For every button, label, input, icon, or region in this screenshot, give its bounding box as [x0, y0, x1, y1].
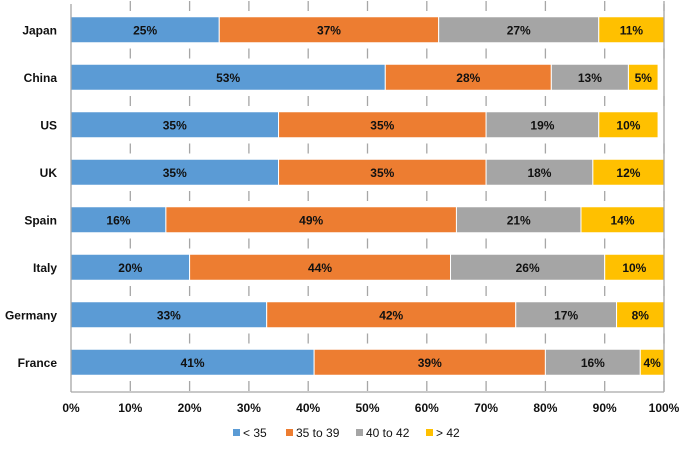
bar-segment — [266, 301, 517, 329]
category-label: US — [40, 118, 57, 132]
bar-segment — [580, 206, 665, 234]
bars — [70, 16, 665, 376]
data-label: 4% — [643, 356, 661, 370]
bar-segment — [485, 111, 600, 139]
data-label: 35% — [163, 166, 187, 180]
legend-swatch — [426, 429, 433, 436]
bar-segment — [438, 16, 600, 44]
data-label: 33% — [157, 308, 181, 322]
legend-label: < 35 — [243, 426, 267, 440]
legend-swatch — [233, 429, 240, 436]
data-label: 17% — [554, 308, 578, 322]
bar-segment — [604, 253, 665, 281]
bar-segment — [598, 16, 665, 44]
legend-label: > 42 — [436, 426, 460, 440]
bar-segment — [627, 63, 659, 91]
labels: 25% 37% 27% 11% Japan 53% 28% 13% 5% China 35% 35% 1… — [5, 23, 680, 415]
bar-segment — [455, 206, 582, 234]
data-label: 10% — [616, 118, 640, 132]
bar-segment — [70, 158, 280, 186]
x-tick-label: 10% — [118, 401, 142, 415]
data-label: 35% — [370, 166, 394, 180]
category-label: UK — [40, 166, 58, 180]
x-tick-label: 40% — [296, 401, 320, 415]
category-label: Italy — [33, 261, 57, 275]
bar-segment — [189, 253, 452, 281]
legend-label: 40 to 42 — [366, 426, 410, 440]
bar-segment — [70, 206, 167, 234]
bar-segment — [384, 63, 552, 91]
bar-segment — [165, 206, 457, 234]
data-label: 12% — [616, 166, 640, 180]
data-label: 8% — [632, 308, 650, 322]
data-label: 37% — [317, 23, 341, 37]
category-label: Spain — [24, 213, 57, 227]
data-label: 28% — [456, 71, 480, 85]
bar-segment — [598, 111, 659, 139]
data-label: 19% — [530, 118, 554, 132]
bar-segment — [278, 158, 487, 186]
bar-segment — [313, 348, 546, 376]
category-label: Germany — [5, 308, 57, 322]
category-label: Japan — [22, 23, 57, 37]
data-label: 11% — [620, 23, 644, 37]
data-label: 27% — [507, 23, 531, 37]
x-tick-label: 30% — [237, 401, 261, 415]
x-tick-label: 90% — [593, 401, 617, 415]
data-label: 20% — [118, 261, 142, 275]
legend-swatch — [286, 429, 293, 436]
data-label: 5% — [635, 71, 653, 85]
bar-segment — [218, 16, 440, 44]
legend: < 35 35 to 39 40 to 42 > 42 — [233, 426, 460, 440]
data-label: 53% — [216, 71, 240, 85]
data-label: 26% — [516, 261, 540, 275]
legend-swatch — [356, 429, 363, 436]
category-label: China — [24, 71, 58, 85]
data-label: 39% — [418, 356, 442, 370]
data-label: 35% — [163, 118, 187, 132]
category-label: France — [18, 356, 58, 370]
bar-segment — [450, 253, 606, 281]
x-tick-label: 0% — [62, 401, 80, 415]
data-label: 16% — [106, 213, 130, 227]
x-tick-label: 80% — [533, 401, 557, 415]
legend-label: 35 to 39 — [296, 426, 340, 440]
tick-marks — [129, 1, 665, 391]
axes — [70, 4, 665, 393]
data-label: 35% — [370, 118, 394, 132]
data-label: 13% — [578, 71, 602, 85]
data-label: 16% — [581, 356, 605, 370]
x-tick-label: 60% — [415, 401, 439, 415]
data-label: 14% — [610, 213, 634, 227]
x-tick-label: 100% — [649, 401, 680, 415]
data-label: 18% — [527, 166, 551, 180]
data-label: 42% — [379, 308, 403, 322]
bar-segment — [70, 111, 280, 139]
x-tick-label: 50% — [355, 401, 379, 415]
x-tick-label: 20% — [178, 401, 202, 415]
bar-segment — [485, 158, 594, 186]
data-label: 25% — [133, 23, 157, 37]
data-label: 10% — [622, 261, 646, 275]
data-label: 21% — [507, 213, 531, 227]
data-label: 44% — [308, 261, 332, 275]
bar-segment — [616, 301, 665, 329]
x-tick-label: 70% — [474, 401, 498, 415]
data-label: 49% — [299, 213, 323, 227]
bar-segment — [515, 301, 618, 329]
data-label: 41% — [181, 356, 205, 370]
